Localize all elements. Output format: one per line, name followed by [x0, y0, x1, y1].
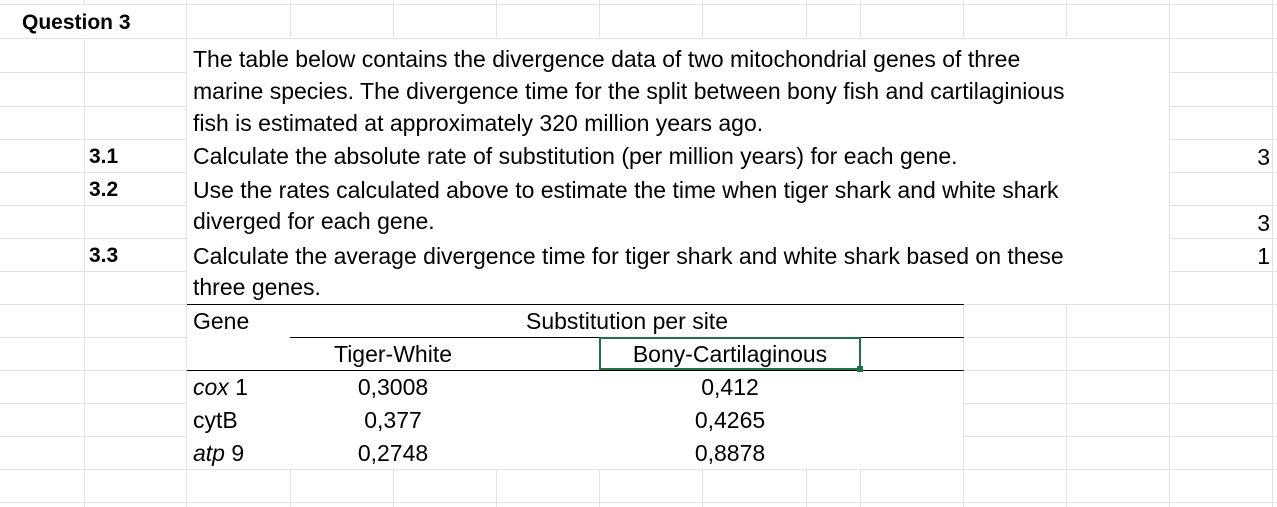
table-bg [187, 305, 963, 469]
question-text-bg [187, 39, 1169, 304]
item-3-3-marks: 1 [1257, 243, 1270, 269]
atp9-bony-cartilaginous: 0,8878 [694, 440, 766, 466]
table-top-rule [187, 304, 964, 305]
fill-handle[interactable] [857, 366, 863, 372]
gene-cytb-name: cytB [193, 407, 238, 433]
cox1-tiger-white: 0,3008 [357, 374, 429, 400]
column-header-tiger-white: Tiger-White [334, 341, 452, 367]
item-3-2-text-line-2: diverged for each gene. [193, 208, 435, 234]
item-3-1-marks: 3 [1257, 144, 1270, 170]
atp9-tiger-white: 0,2748 [357, 440, 429, 466]
cox1-bony-cartilaginous: 0,412 [701, 374, 759, 400]
intro-line-1: The table below contains the divergence … [193, 46, 1021, 72]
gene-cox1-name: cox [193, 374, 229, 400]
item-3-3-text-line-2: three genes. [193, 274, 321, 300]
table-header-rule [187, 370, 964, 371]
question-title: Question 3 [22, 11, 131, 34]
gene-atp9-suffix: 9 [224, 440, 245, 466]
item-3-2-text-line-1: Use the rates calculated above to estima… [193, 177, 1059, 203]
item-3-1-text: Calculate the absolute rate of substitut… [193, 143, 958, 169]
title-cell-bg [0, 5, 186, 38]
item-number-3-1: 3.1 [89, 145, 119, 168]
item-number-3-3: 3.3 [89, 244, 119, 267]
gene-cell-atp9: atp 9 [193, 440, 244, 466]
column-header-bony-cartilaginous[interactable]: Bony-Cartilaginous [632, 341, 828, 367]
cytb-bony-cartilaginous: 0,4265 [694, 407, 766, 433]
gene-header: Gene [193, 308, 250, 334]
gene-atp9-name: atp [193, 440, 225, 466]
intro-line-2: marine species. The divergence time for … [193, 78, 1065, 104]
selected-cell-border [599, 337, 861, 370]
gene-cox1-suffix: 1 [228, 374, 248, 400]
item-3-3-text-line-1: Calculate the average divergence time fo… [193, 243, 1064, 269]
cytb-tiger-white: 0,377 [364, 407, 422, 433]
item-3-2-marks: 3 [1257, 210, 1270, 236]
gene-cell-cox1: cox 1 [193, 374, 248, 400]
group-header: Substitution per site [525, 308, 728, 334]
gene-cell-cytb: cytB [193, 407, 238, 433]
item-number-3-2: 3.2 [89, 178, 119, 201]
intro-line-3: fish is estimated at approximately 320 m… [193, 110, 764, 136]
